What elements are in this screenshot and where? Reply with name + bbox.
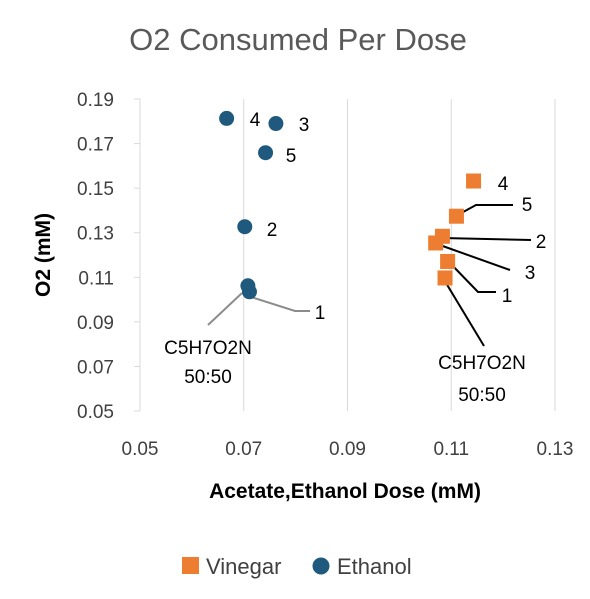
y-tick-label: 0.05 — [77, 402, 114, 423]
vinegar-leader-line — [445, 282, 485, 347]
ethanol-point-label: 5 — [286, 146, 297, 167]
y-tick-label: 0.15 — [77, 179, 114, 200]
x-tick-label: 0.13 — [537, 439, 574, 460]
y-tick-label: 0.17 — [77, 135, 114, 156]
vinegar-point — [428, 235, 444, 251]
ethanol-compound-label-line2: 50:50 — [184, 367, 232, 388]
vinegar-point — [437, 270, 453, 286]
ethanol-point — [237, 219, 253, 235]
ethanol-point — [268, 116, 284, 132]
legend-ethanol-swatch — [312, 557, 330, 575]
vinegar-point — [466, 173, 482, 189]
x-axis-title: Acetate,Ethanol Dose (mM) — [209, 480, 481, 503]
ethanol-point — [258, 145, 274, 161]
vinegar-point-label: 2 — [536, 232, 547, 253]
legend-vinegar-swatch — [182, 557, 199, 574]
vinegar-compound-label-line2: 50:50 — [458, 385, 506, 406]
legend-vinegar-label: Vinegar — [206, 554, 281, 579]
x-tick-label: 0.09 — [329, 439, 366, 460]
legend: Vinegar Ethanol — [182, 554, 412, 579]
vinegar-point-label: 4 — [498, 174, 509, 195]
x-tick-label: 0.05 — [122, 439, 159, 460]
vinegar-point-label: 5 — [522, 195, 533, 216]
vinegar-point — [440, 253, 456, 269]
data-points — [219, 110, 482, 300]
vinegar-leader-line — [448, 261, 496, 293]
x-tick-labels: 0.05 0.07 0.09 0.11 0.13 — [122, 439, 574, 460]
x-tick-label: 0.07 — [225, 439, 262, 460]
vinegar-point — [448, 208, 464, 224]
ethanol-point-label: 1 — [315, 303, 326, 324]
y-tick-label: 0.07 — [77, 357, 114, 378]
ethanol-point-label: 3 — [299, 115, 310, 136]
axes — [134, 98, 141, 412]
y-tick-label: 0.13 — [77, 224, 114, 245]
y-tick-label: 0.11 — [78, 268, 114, 289]
y-tick-label: 0.19 — [77, 90, 114, 111]
x-tick-label: 0.11 — [433, 439, 469, 460]
ethanol-point-label: 2 — [267, 220, 278, 241]
legend-ethanol-label: Ethanol — [337, 554, 412, 579]
leader-lines — [207, 204, 532, 347]
vinegar-leader-line — [441, 237, 532, 241]
ethanol-compound-label-line1: C5H7O2N — [164, 338, 252, 359]
y-axis-title: O2 (mM) — [32, 213, 55, 297]
vinegar-compound-label-line1: C5H7O2N — [438, 353, 526, 374]
vinegar-point-label: 1 — [502, 286, 513, 307]
ethanol-leader-line — [207, 292, 243, 326]
vinegar-leader-line — [436, 243, 511, 271]
ethanol-leader-line — [247, 295, 310, 312]
ethanol-point — [241, 284, 257, 300]
chart-title: O2 Consumed Per Dose — [129, 22, 467, 57]
y-tick-label: 0.09 — [77, 313, 114, 334]
y-tick-labels: 0.05 0.07 0.09 0.11 0.13 0.15 0.17 0.19 — [77, 90, 114, 423]
ethanol-point — [219, 110, 235, 126]
vinegar-point-label: 3 — [525, 263, 536, 284]
ethanol-point-label: 4 — [250, 110, 261, 131]
